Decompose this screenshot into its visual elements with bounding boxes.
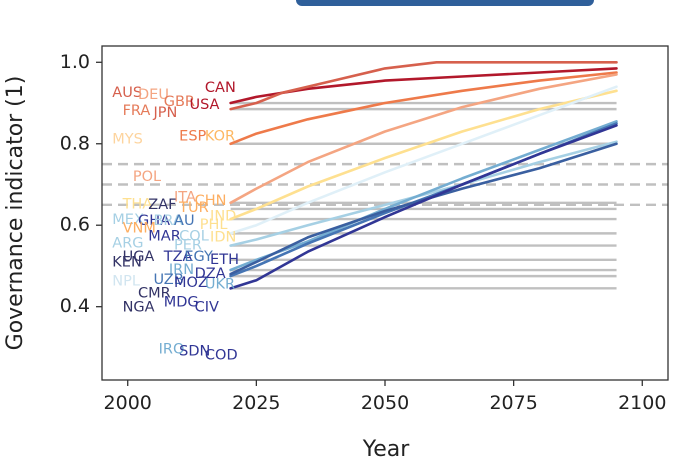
- x-tick-label-2025: 2025: [232, 392, 280, 414]
- y-tick-label-1: 0.6: [60, 214, 90, 236]
- country-label-tur: TUR: [178, 200, 209, 216]
- country-label-nga: NGA: [123, 299, 155, 315]
- series-line-0: [229, 67, 618, 105]
- series-line-5: [229, 85, 618, 235]
- country-label-ukr: UKR: [205, 276, 235, 292]
- country-label-uga: UGA: [123, 249, 155, 265]
- country-label-deu: DEU: [138, 87, 169, 103]
- country-label-npl: NPL: [112, 273, 140, 289]
- series-line-4: [229, 89, 618, 221]
- country-label-au: AU: [174, 213, 195, 229]
- series-line-3: [229, 73, 618, 205]
- country-label-uzb: UZB: [153, 272, 183, 288]
- y-axis-title: Governance indicator (1): [3, 76, 28, 351]
- x-tick-label-2050: 2050: [361, 392, 409, 414]
- country-label-zaf: ZAF: [148, 197, 176, 213]
- country-label-can: CAN: [205, 80, 236, 96]
- series-line-7: [229, 120, 618, 272]
- country-label-usa: USA: [189, 97, 219, 113]
- country-label-tza: TZA: [163, 249, 193, 265]
- country-label-pol: POL: [133, 169, 161, 185]
- country-label-civ: CIV: [195, 299, 219, 315]
- country-label-sdn: SDN: [179, 343, 210, 359]
- country-label-cod: COD: [205, 348, 238, 364]
- country-label-ind: IND: [210, 208, 236, 224]
- y-tick-label-2: 0.8: [60, 132, 90, 154]
- country-label-tha: THA: [122, 196, 153, 212]
- country-label-per: PER: [174, 238, 202, 254]
- country-label-kor: KOR: [205, 128, 235, 144]
- country-label-aus: AUS: [112, 85, 142, 101]
- series-line-2: [229, 71, 618, 146]
- y-tick-label-3: 1.0: [60, 51, 90, 73]
- country-label-jpn: JPN: [152, 105, 177, 121]
- x-tick-label-2000: 2000: [104, 392, 152, 414]
- country-label-bra: BRA: [153, 213, 182, 229]
- series-line-6: [229, 140, 618, 247]
- y-tick-label-0: 0.4: [60, 295, 90, 317]
- country-label-ken: KEN: [112, 255, 142, 271]
- country-label-cmr: CMR: [138, 286, 171, 302]
- country-label-mar: MAR: [148, 229, 181, 245]
- country-label-arg: ARG: [112, 236, 143, 252]
- series-line-9: [229, 142, 618, 276]
- country-label-phl: PHL: [200, 217, 228, 233]
- country-label-mex: MEX: [112, 212, 144, 228]
- country-label-chn: CHN: [195, 193, 227, 209]
- country-label-egy: EGY: [184, 249, 213, 265]
- x-axis-title: Year: [362, 437, 411, 462]
- axis-ticks: 2000 2025 2050 2075 2100 0.4 0.6 0.8 1.0: [60, 51, 667, 414]
- country-label-irq: IRQ: [159, 341, 185, 357]
- country-label-mdg: MDG: [164, 295, 199, 311]
- country-label-vnm: VNM: [123, 220, 156, 236]
- country-label-moz: MOZ: [174, 275, 208, 291]
- x-tick-label-2075: 2075: [489, 392, 537, 414]
- country-label-ita: ITA: [174, 190, 196, 206]
- series-line-1: [229, 60, 618, 111]
- series-lines: [229, 60, 618, 290]
- country-label-dza: DZA: [195, 266, 226, 282]
- country-label-esp: ESP: [179, 128, 206, 144]
- series-line-10: [229, 124, 618, 290]
- legend-box: [296, 0, 594, 6]
- country-label-mys: MYS: [112, 132, 143, 148]
- country-label-col: COL: [179, 229, 209, 245]
- threshold-lines: [102, 101, 668, 290]
- country-label-gbr: GBR: [164, 94, 195, 110]
- country-label-irn: IRN: [169, 262, 194, 278]
- x-tick-label-2100: 2100: [618, 392, 666, 414]
- country-label-gha: GHA: [138, 213, 170, 229]
- country-label-idn: IDN: [210, 229, 236, 245]
- country-label-fra: FRA: [123, 103, 151, 119]
- country-label-eth: ETH: [210, 252, 239, 268]
